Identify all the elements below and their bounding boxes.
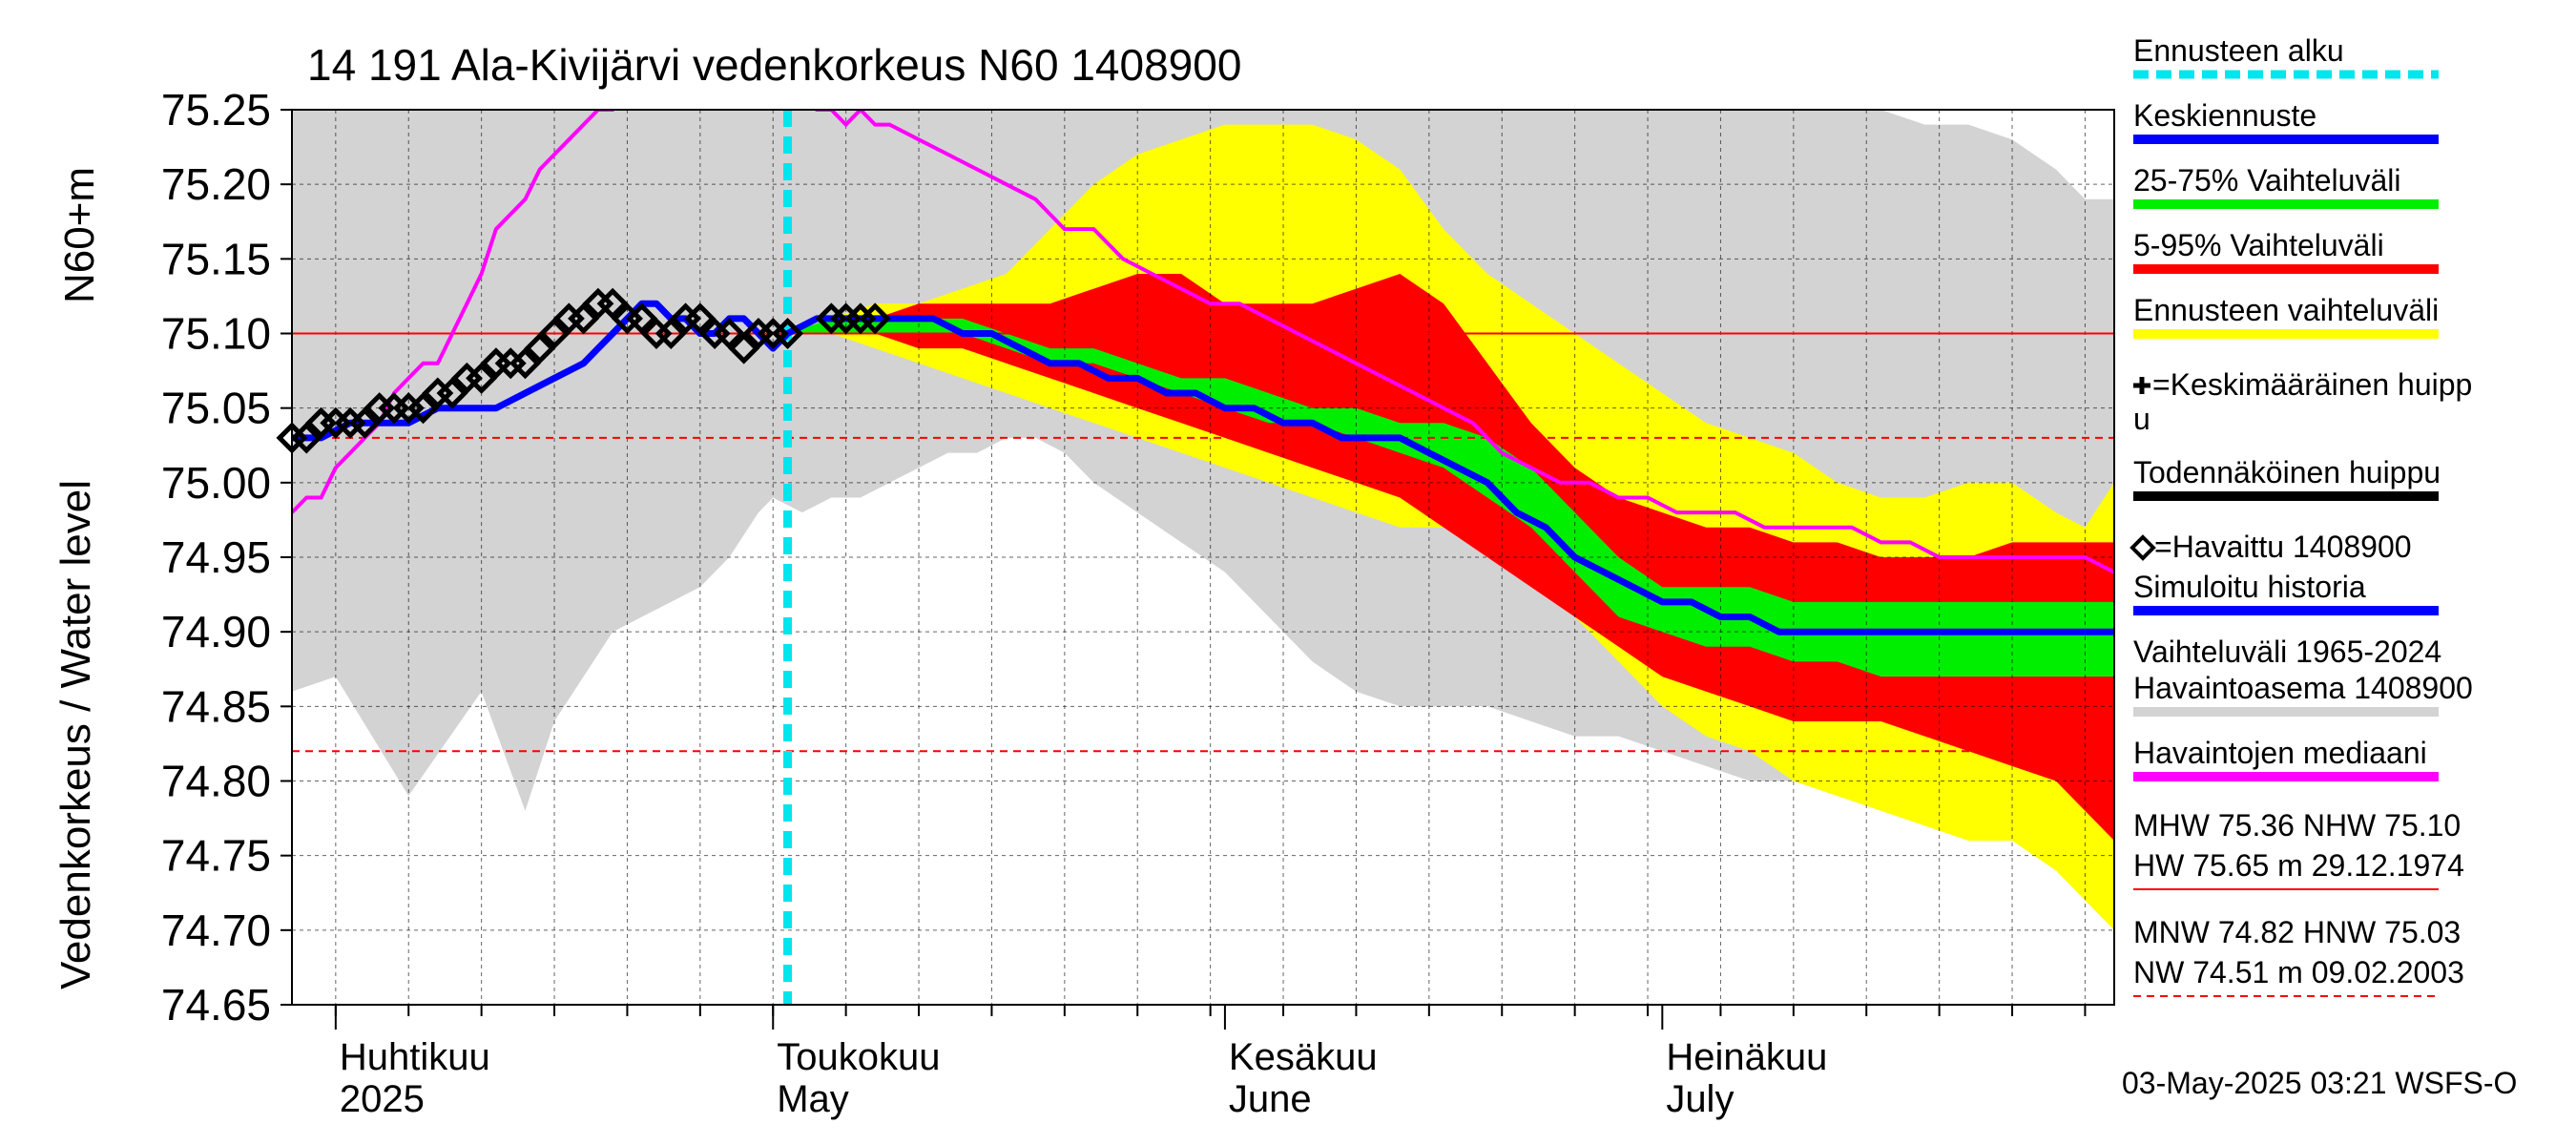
observed-point [466,362,498,394]
y-tick-label: 75.05 [161,384,271,433]
band-25-75-vaihteluv-li [787,318,2114,677]
observed-point [684,302,717,335]
x-month-label: Heinäkuu [1666,1036,1827,1078]
legend-label: Havaintojen mediaani [2133,736,2427,770]
x-month-label: Toukokuu [777,1036,940,1078]
legend-label: Todennäköinen huippu [2133,455,2441,489]
legend-label: Ennusteen vaihteluväli [2133,293,2439,327]
legend-label: Keskiennuste [2133,98,2316,133]
x-month-label: Kesäkuu [1229,1036,1378,1078]
y-tick-label: 75.20 [161,159,271,209]
observed-point [509,347,542,380]
observed-point [290,422,322,454]
observed-point [436,377,468,409]
x-month-sublabel: 2025 [340,1078,425,1120]
observed-point [524,332,556,364]
legend-label: Vaihteluväli 1965-2024 [2133,635,2441,669]
y-tick-label: 74.65 [161,980,271,1030]
y-tick-label: 74.85 [161,681,271,731]
x-month-sublabel: July [1666,1078,1734,1120]
observed-point [859,302,891,335]
y-tick-label: 74.95 [161,532,271,582]
legend-label: Simuloitu historia [2133,570,2366,604]
footer-timestamp: 03-May-2025 03:21 WSFS-O [2122,1066,2517,1100]
x-month-sublabel: June [1229,1078,1312,1120]
y-tick-label: 75.25 [161,85,271,135]
y-tick-label: 75.10 [161,309,271,359]
legend-label: u [2133,402,2150,436]
y-axis-label: Vedenkorkeus / Water level [52,480,99,989]
y-unit-label: N60+m [56,167,103,303]
observed-point [654,317,687,350]
observed-point [406,392,440,425]
observed-point [596,287,629,320]
stats-line: NW 74.51 m 09.02.2003 [2133,955,2464,989]
observed-point [771,317,804,350]
stats-line: HW 75.65 m 29.12.1974 [2133,848,2464,883]
legend-label: 5-95% Vaihteluväli [2133,228,2384,262]
y-tick-label: 74.90 [161,607,271,656]
y-tick-label: 75.00 [161,458,271,508]
observed-point [568,302,600,335]
y-tick-label: 74.70 [161,906,271,955]
x-month-label: Huhtikuu [340,1036,490,1078]
observed-point [538,317,571,350]
x-month-sublabel: May [777,1078,849,1120]
observed-point [626,302,658,335]
mean-forecast-line [292,300,2114,635]
chart-title: 14 191 Ala-Kivijärvi vedenkorkeus N60 14… [307,40,1241,90]
y-tick-label: 74.75 [161,831,271,881]
y-tick-label: 75.15 [161,234,271,283]
legend-plus-icon [2133,377,2150,394]
observed-point [713,317,745,350]
band-5-95-vaihteluv-li [787,274,2114,841]
legend-diamond-icon [2129,534,2156,561]
observed-point [348,406,381,439]
stats-line: MHW 75.36 NHW 75.10 [2133,808,2461,843]
median-line [292,110,2114,574]
legend-label: Havaintoasema 1408900 [2133,671,2473,705]
legend-label: 25-75% Vaihteluväli [2133,163,2400,198]
observed-point [728,332,760,364]
stats-line: MNW 74.82 HNW 75.03 [2133,915,2461,949]
legend-label: Ennusteen alku [2133,33,2344,68]
legend-label: =Keskimääräinen huipp [2152,367,2472,402]
legend-label: =Havaittu 1408900 [2154,530,2412,564]
y-tick-label: 74.80 [161,757,271,806]
